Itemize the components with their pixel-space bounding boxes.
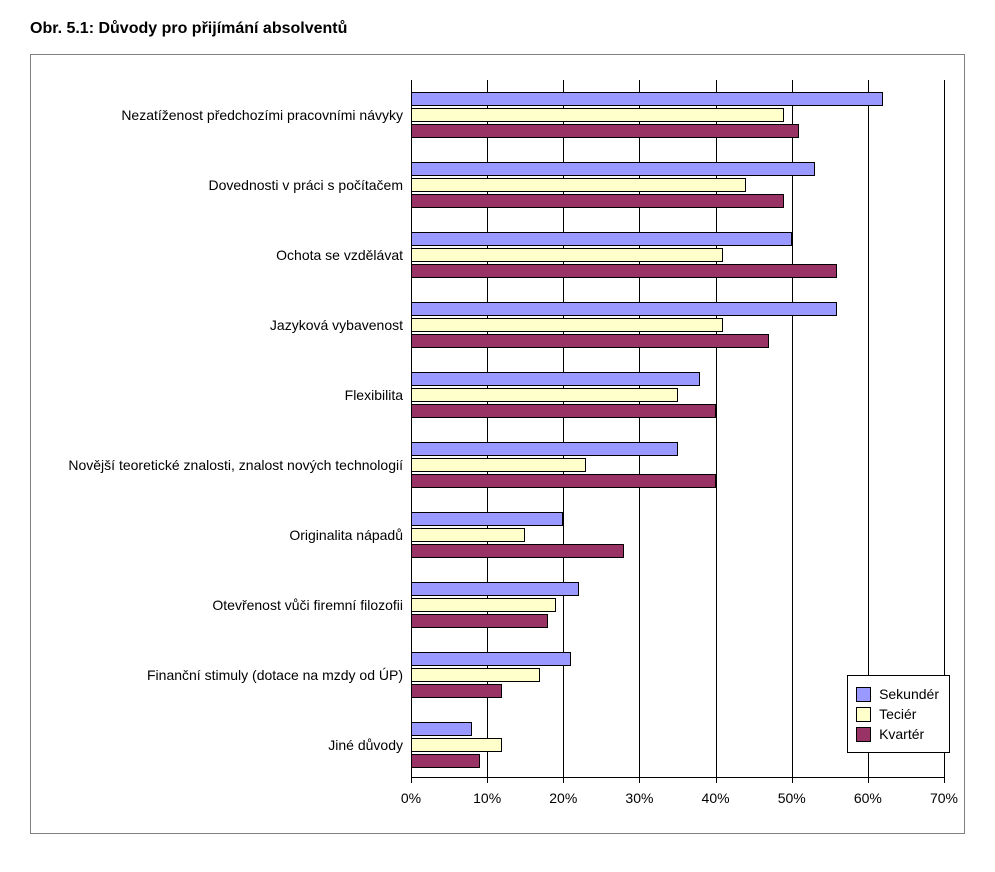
y-tick-label: Finanční stimuly (dotace na mzdy od ÚP) bbox=[38, 666, 403, 684]
y-tick-label: Dovednosti v práci s počítačem bbox=[38, 176, 403, 194]
x-tick-label: 50% bbox=[778, 790, 806, 806]
x-tick-label: 30% bbox=[625, 790, 653, 806]
chart-frame: Nezatíženost předchozími pracovními návy… bbox=[30, 54, 965, 834]
legend-label: Sekundér bbox=[879, 686, 939, 702]
bar bbox=[411, 178, 746, 192]
bar bbox=[411, 124, 799, 138]
bar bbox=[411, 302, 837, 316]
gridline bbox=[868, 80, 869, 778]
y-tick-label: Flexibilita bbox=[38, 386, 403, 404]
bar bbox=[411, 652, 571, 666]
x-tick bbox=[716, 778, 717, 783]
bar bbox=[411, 108, 784, 122]
bar bbox=[411, 528, 525, 542]
x-tick bbox=[487, 778, 488, 783]
legend-swatch bbox=[856, 727, 871, 742]
x-tick-label: 0% bbox=[401, 790, 421, 806]
legend-item: Sekundér bbox=[856, 686, 939, 702]
gridline bbox=[944, 80, 945, 778]
y-tick-label: Nezatíženost předchozími pracovními návy… bbox=[38, 106, 403, 124]
x-tick-label: 70% bbox=[930, 790, 958, 806]
x-tick-label: 40% bbox=[702, 790, 730, 806]
bar bbox=[411, 372, 700, 386]
bar bbox=[411, 458, 586, 472]
x-tick-label: 10% bbox=[473, 790, 501, 806]
bar bbox=[411, 162, 815, 176]
legend-swatch bbox=[856, 687, 871, 702]
bar bbox=[411, 754, 480, 768]
bar bbox=[411, 248, 723, 262]
gridline bbox=[792, 80, 793, 778]
bar bbox=[411, 232, 792, 246]
x-tick bbox=[411, 778, 412, 783]
bar bbox=[411, 92, 883, 106]
x-tick bbox=[944, 778, 945, 783]
x-tick bbox=[639, 778, 640, 783]
y-tick-label: Jiné důvody bbox=[38, 736, 403, 754]
bar bbox=[411, 264, 837, 278]
y-tick-label: Novější teoretické znalosti, znalost nov… bbox=[38, 456, 403, 474]
x-tick-label: 20% bbox=[549, 790, 577, 806]
legend: Sekundér Teciér Kvartér bbox=[847, 675, 950, 753]
bar bbox=[411, 668, 540, 682]
bar bbox=[411, 582, 579, 596]
bar bbox=[411, 388, 678, 402]
x-tick bbox=[792, 778, 793, 783]
legend-item: Kvartér bbox=[856, 726, 939, 742]
bar bbox=[411, 544, 624, 558]
bar bbox=[411, 512, 563, 526]
bar bbox=[411, 684, 502, 698]
y-tick-label: Ochota se vzdělávat bbox=[38, 246, 403, 264]
plot-area: 0%10%20%30%40%50%60%70% bbox=[411, 80, 944, 778]
legend-swatch bbox=[856, 707, 871, 722]
chart-container: Nezatíženost předchozími pracovními návy… bbox=[36, 80, 944, 813]
x-tick bbox=[563, 778, 564, 783]
bar bbox=[411, 194, 784, 208]
x-tick-label: 60% bbox=[854, 790, 882, 806]
legend-label: Teciér bbox=[879, 706, 916, 722]
y-axis-labels: Nezatíženost předchozími pracovními návy… bbox=[36, 80, 411, 813]
bar bbox=[411, 318, 723, 332]
bar bbox=[411, 442, 678, 456]
bar bbox=[411, 598, 556, 612]
legend-item: Teciér bbox=[856, 706, 939, 722]
bar bbox=[411, 334, 769, 348]
y-tick-label: Originalita nápadů bbox=[38, 526, 403, 544]
bar bbox=[411, 738, 502, 752]
bar bbox=[411, 404, 716, 418]
legend-label: Kvartér bbox=[879, 726, 924, 742]
x-tick bbox=[868, 778, 869, 783]
bar bbox=[411, 614, 548, 628]
y-tick-label: Otevřenost vůči firemní filozofii bbox=[38, 596, 403, 614]
x-axis-line bbox=[411, 777, 944, 778]
bar bbox=[411, 474, 716, 488]
y-tick-label: Jazyková vybavenost bbox=[38, 316, 403, 334]
bar bbox=[411, 722, 472, 736]
chart-title: Obr. 5.1: Důvody pro přijímání absolvent… bbox=[30, 20, 965, 38]
